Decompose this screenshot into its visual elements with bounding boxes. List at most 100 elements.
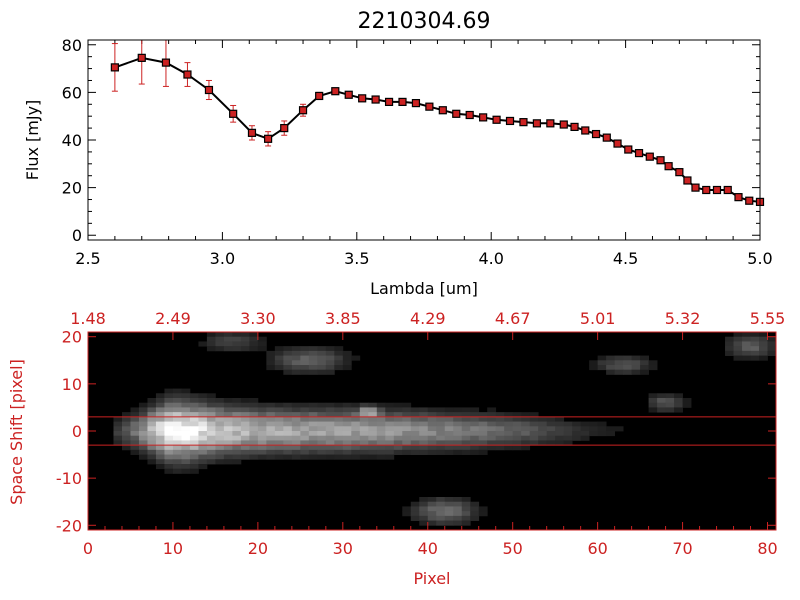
- image-cell: [376, 454, 386, 460]
- image-cell: [589, 365, 599, 371]
- x-tick-label: 2.5: [75, 249, 100, 268]
- image-cell: [138, 431, 148, 437]
- image-cell: [206, 421, 216, 427]
- image-cell: [648, 407, 658, 413]
- image-cell: [461, 445, 471, 451]
- image-cell: [300, 445, 310, 451]
- image-cell: [172, 407, 182, 413]
- image-cell: [393, 440, 403, 446]
- image-cell: [283, 346, 293, 352]
- image-cell: [546, 421, 556, 427]
- spectrum-title: 2210304.69: [358, 9, 491, 34]
- image-cell: [240, 341, 250, 347]
- image-cell: [385, 445, 395, 451]
- image-cell: [478, 449, 488, 455]
- image-cell: [410, 426, 420, 432]
- image-cell: [274, 445, 284, 451]
- image-cell: [240, 454, 250, 460]
- image-cell: [436, 511, 446, 517]
- image-cell: [223, 416, 233, 422]
- data-point: [591, 129, 601, 139]
- image-cell: [478, 421, 488, 427]
- image-cell: [138, 416, 148, 422]
- image-cell: [742, 350, 751, 356]
- image-cell: [410, 431, 420, 437]
- image-cell: [427, 416, 437, 422]
- image-cell: [759, 341, 768, 347]
- image-cell: [181, 416, 191, 422]
- image-cell: [325, 440, 335, 446]
- image-cell: [444, 445, 454, 451]
- image-cell: [283, 440, 293, 446]
- image-cell: [419, 506, 429, 512]
- y-tick-label: 60: [62, 83, 82, 102]
- image-cell: [291, 421, 301, 427]
- image-cell: [164, 445, 174, 451]
- image-cell: [665, 393, 675, 399]
- image-cell: [300, 346, 310, 352]
- data-point: [229, 109, 238, 118]
- image-cell: [589, 360, 599, 366]
- image-cell: [300, 402, 310, 408]
- image-cell: [529, 416, 539, 422]
- image-cell: [274, 355, 284, 361]
- image-cell: [674, 402, 683, 408]
- image-cell: [563, 421, 573, 427]
- image-cell: [750, 350, 760, 356]
- image-cell: [767, 336, 777, 342]
- image-cell: [266, 449, 276, 455]
- image-cell: [172, 398, 182, 404]
- image-cell: [325, 449, 335, 455]
- image-cell: [342, 402, 352, 408]
- image-cell: [563, 440, 573, 446]
- image-cell: [206, 445, 216, 451]
- image-cell: [589, 431, 599, 437]
- image-cell: [249, 445, 259, 451]
- image-cell: [172, 388, 182, 394]
- image-cell: [172, 440, 182, 446]
- image-cell: [385, 440, 395, 446]
- image-cell: [181, 412, 191, 418]
- image-cell: [648, 365, 658, 371]
- data-point: [411, 98, 421, 108]
- image-cell: [274, 416, 284, 422]
- image-cell: [436, 431, 446, 437]
- image-cell: [359, 431, 369, 437]
- image-cell: [215, 445, 225, 451]
- image-cell: [189, 426, 199, 432]
- image-cell: [614, 365, 624, 371]
- image-cell: [249, 407, 259, 413]
- image-cell: [266, 365, 276, 371]
- image-cell: [198, 341, 208, 347]
- image-cell: [181, 398, 191, 404]
- image-cell: [164, 398, 174, 404]
- image-cell: [308, 426, 318, 432]
- image-cell: [359, 445, 369, 451]
- image-cell: [206, 454, 216, 460]
- image-cell: [181, 440, 191, 446]
- image-cell: [546, 435, 556, 441]
- image-cell: [257, 435, 267, 441]
- image-cell: [283, 421, 293, 427]
- image-cell: [138, 426, 148, 432]
- image-cell: [300, 440, 310, 446]
- image-y-axis-label: Space Shift [pixel]: [7, 359, 26, 505]
- image-cell: [427, 515, 437, 521]
- image-cell: [215, 459, 225, 465]
- image-cell: [232, 332, 242, 338]
- image-cell: [487, 435, 497, 441]
- image-cell: [147, 398, 157, 404]
- image-cell: [334, 412, 344, 418]
- image-cell: [402, 445, 412, 451]
- image-cell: [283, 449, 293, 455]
- image-cell: [674, 407, 683, 413]
- image-cell: [257, 341, 267, 347]
- image-cell: [215, 346, 225, 352]
- image-cell: [274, 360, 284, 366]
- image-cell: [198, 393, 208, 399]
- image-cell: [172, 412, 182, 418]
- image-cell: [257, 440, 267, 446]
- image-cell: [419, 497, 429, 503]
- image-cell: [189, 407, 199, 413]
- image-cell: [334, 416, 344, 422]
